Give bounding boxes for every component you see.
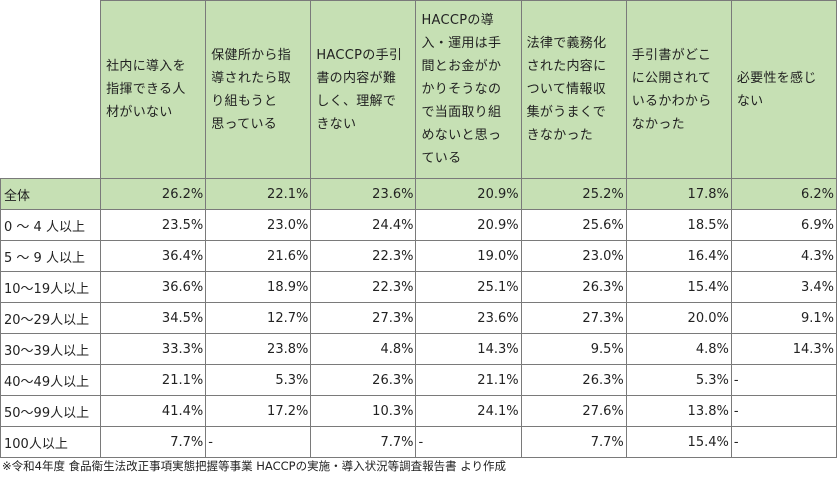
- value-cell: 6.9%: [730, 209, 838, 241]
- value-cell: 27.3%: [310, 302, 417, 334]
- value-cell: 20.9%: [415, 178, 522, 210]
- value-cell: 18.9%: [205, 271, 312, 303]
- row-label: 100人以上: [0, 426, 102, 458]
- value-cell: 5.3%: [205, 364, 312, 396]
- value-cell: 23.6%: [310, 178, 417, 210]
- value-cell: 34.5%: [100, 302, 207, 334]
- value-cell: 21.6%: [205, 240, 312, 272]
- column-header: HACCPの導 入・運用は手 間とお金がか かりそうなの で当面取り組 めないと…: [415, 0, 522, 179]
- table-body: 全体 26.2% 22.1% 23.6% 20.9% 25.2% 17.8% 6.2% 0 ～…: [0, 178, 838, 458]
- row-label: 0 ～ 4 人以上: [0, 209, 102, 241]
- value-cell: 23.0%: [205, 209, 312, 241]
- value-cell: 3.4%: [730, 271, 838, 303]
- value-cell: 19.0%: [415, 240, 522, 272]
- value-cell: 20.0%: [625, 302, 732, 334]
- value-cell: 4.8%: [310, 333, 417, 365]
- value-cell: 33.3%: [100, 333, 207, 365]
- value-cell: 25.2%: [520, 178, 627, 210]
- value-cell: -: [730, 426, 838, 458]
- row-label: 10～19人以上: [0, 271, 102, 303]
- value-cell: 16.4%: [625, 240, 732, 272]
- row-label: 30～39人以上: [0, 333, 102, 365]
- value-cell: 17.2%: [205, 395, 312, 427]
- value-cell: 27.6%: [520, 395, 627, 427]
- value-cell: 6.2%: [730, 178, 838, 210]
- value-cell: 21.1%: [415, 364, 522, 396]
- table-row: 20～29人以上 34.5% 12.7% 27.3% 23.6% 27.3% 20.0% 9.…: [0, 302, 838, 334]
- value-cell: 23.6%: [415, 302, 522, 334]
- table-row: 10～19人以上 36.6% 18.9% 22.3% 25.1% 26.3% 15.4% 3.…: [0, 271, 838, 303]
- value-cell: 24.1%: [415, 395, 522, 427]
- value-cell: 25.6%: [520, 209, 627, 241]
- value-cell: 25.1%: [415, 271, 522, 303]
- row-label: 全体: [0, 178, 102, 210]
- table-row: 40～49人以上 21.1% 5.3% 26.3% 21.1% 26.3% 5.3% -: [0, 364, 838, 396]
- survey-table: 社内に導入を 指揮できる人 材がいない 保健所から指 導されたら取 り組もうと …: [0, 0, 838, 458]
- value-cell: 23.8%: [205, 333, 312, 365]
- value-cell: 26.2%: [100, 178, 207, 210]
- value-cell: 41.4%: [100, 395, 207, 427]
- table-row: 30～39人以上 33.3% 23.8% 4.8% 14.3% 9.5% 4.8% 14.3%: [0, 333, 838, 365]
- header-row: 社内に導入を 指揮できる人 材がいない 保健所から指 導されたら取 り組もうと …: [0, 0, 838, 179]
- table-row: 5 ～ 9 人以上 36.4% 21.6% 22.3% 19.0% 23.0% 16.4% 4…: [0, 240, 838, 272]
- value-cell: 20.9%: [415, 209, 522, 241]
- value-cell: 14.3%: [730, 333, 838, 365]
- value-cell: 23.5%: [100, 209, 207, 241]
- value-cell: 9.1%: [730, 302, 838, 334]
- value-cell: 36.4%: [100, 240, 207, 272]
- value-cell: 26.3%: [310, 364, 417, 396]
- value-cell: 36.6%: [100, 271, 207, 303]
- value-cell: 22.3%: [310, 240, 417, 272]
- value-cell: 22.1%: [205, 178, 312, 210]
- column-header: 社内に導入を 指揮できる人 材がいない: [100, 0, 207, 179]
- value-cell: -: [730, 364, 838, 396]
- value-cell: 5.3%: [625, 364, 732, 396]
- column-header: 手引書がどこ に公開されて いるかわから なかった: [625, 0, 732, 179]
- value-cell: 4.8%: [625, 333, 732, 365]
- value-cell: 7.7%: [100, 426, 207, 458]
- column-header: 保健所から指 導されたら取 り組もうと 思っている: [205, 0, 312, 179]
- value-cell: 22.3%: [310, 271, 417, 303]
- value-cell: -: [415, 426, 522, 458]
- table-row: 50～99人以上 41.4% 17.2% 10.3% 24.1% 27.6% 13.8% -: [0, 395, 838, 427]
- value-cell: 4.3%: [730, 240, 838, 272]
- value-cell: 21.1%: [100, 364, 207, 396]
- row-label: 20～29人以上: [0, 302, 102, 334]
- value-cell: 13.8%: [625, 395, 732, 427]
- source-footnote: ※令和4年度 食品衛生法改正事項実態把握等事業 HACCPの実施・導入状況等調査…: [2, 459, 506, 473]
- value-cell: 26.3%: [520, 271, 627, 303]
- value-cell: 15.4%: [625, 426, 732, 458]
- value-cell: 9.5%: [520, 333, 627, 365]
- value-cell: -: [730, 395, 838, 427]
- value-cell: 26.3%: [520, 364, 627, 396]
- value-cell: 12.7%: [205, 302, 312, 334]
- value-cell: -: [205, 426, 312, 458]
- value-cell: 10.3%: [310, 395, 417, 427]
- table-row: 0 ～ 4 人以上 23.5% 23.0% 24.4% 20.9% 25.6% 18.5% 6…: [0, 209, 838, 241]
- value-cell: 7.7%: [520, 426, 627, 458]
- column-header: HACCPの手引 書の内容が難 しく、理解で きない: [310, 0, 417, 179]
- row-label: 50～99人以上: [0, 395, 102, 427]
- column-header: 法律で義務化 された内容に ついて情報収 集がうまくで きなかった: [520, 0, 627, 179]
- row-label: 40～49人以上: [0, 364, 102, 396]
- value-cell: 15.4%: [625, 271, 732, 303]
- value-cell: 18.5%: [625, 209, 732, 241]
- value-cell: 7.7%: [310, 426, 417, 458]
- value-cell: 23.0%: [520, 240, 627, 272]
- value-cell: 17.8%: [625, 178, 732, 210]
- total-row: 全体 26.2% 22.1% 23.6% 20.9% 25.2% 17.8% 6.2%: [0, 178, 838, 210]
- value-cell: 24.4%: [310, 209, 417, 241]
- table-row: 100人以上 7.7% -7.7% -7.7% 15.4% -: [0, 426, 838, 458]
- corner-cell: [0, 0, 102, 179]
- value-cell: 27.3%: [520, 302, 627, 334]
- row-label: 5 ～ 9 人以上: [0, 240, 102, 272]
- column-header: 必要性を感じ ない: [730, 0, 838, 179]
- value-cell: 14.3%: [415, 333, 522, 365]
